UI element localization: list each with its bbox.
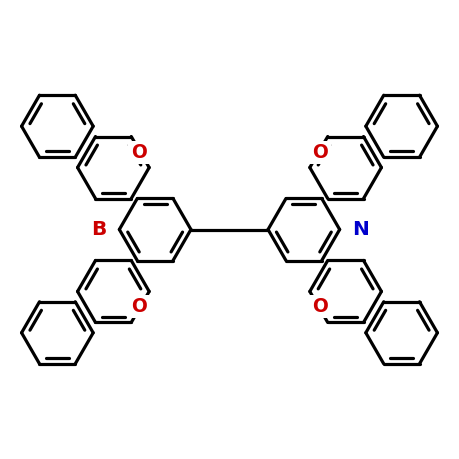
- Text: B: B: [91, 220, 106, 239]
- Text: O: O: [131, 297, 146, 316]
- Text: O: O: [131, 143, 146, 162]
- Text: O: O: [313, 143, 328, 162]
- Text: N: N: [352, 220, 369, 239]
- Text: O: O: [313, 297, 328, 316]
